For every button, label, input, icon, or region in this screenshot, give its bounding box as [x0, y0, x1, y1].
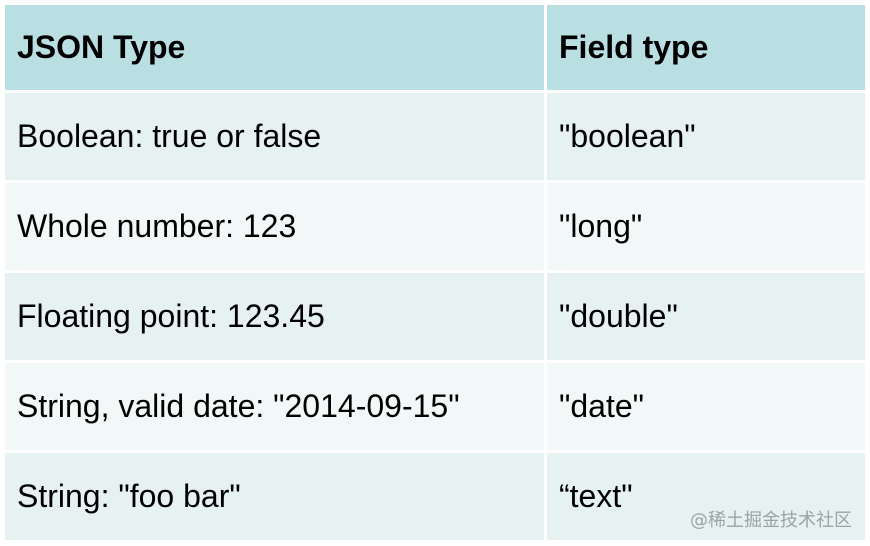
table-row: Boolean: true or false "boolean"	[5, 93, 865, 180]
table-row: String, valid date: "2014-09-15" "date"	[5, 363, 865, 450]
field-type-cell: "long"	[547, 183, 865, 270]
watermark: @稀土掘金技术社区	[690, 510, 852, 531]
field-type-cell: “text"	[547, 453, 865, 540]
json-type-cell: String: "foo bar"	[5, 453, 544, 540]
table-row: String: "foo bar" “text"	[5, 453, 865, 540]
header-json-type: JSON Type	[5, 5, 544, 90]
json-type-cell: Whole number: 123	[5, 183, 544, 270]
field-type-cell: "boolean"	[547, 93, 865, 180]
json-type-cell: Boolean: true or false	[5, 93, 544, 180]
field-type-cell: "date"	[547, 363, 865, 450]
header-row: JSON Type Field type	[5, 5, 865, 90]
field-type-cell: "double"	[547, 273, 865, 360]
json-type-cell: String, valid date: "2014-09-15"	[5, 363, 544, 450]
table-row: Whole number: 123 "long"	[5, 183, 865, 270]
header-field-type: Field type	[547, 5, 865, 90]
table-row: Floating point: 123.45 "double"	[5, 273, 865, 360]
json-type-cell: Floating point: 123.45	[5, 273, 544, 360]
